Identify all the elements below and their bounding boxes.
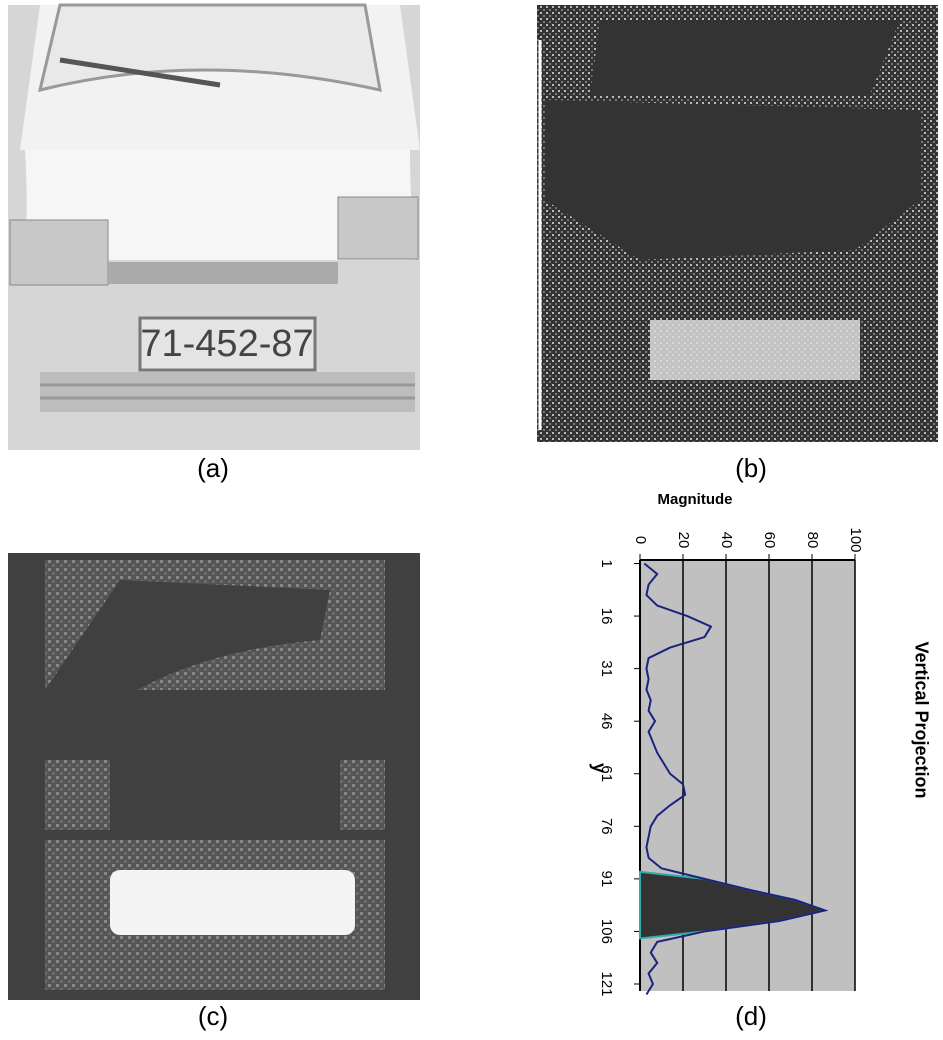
x-tick-label: 106 xyxy=(598,919,615,944)
y-tick-label: 0 xyxy=(632,536,649,544)
plate-text: 71-452-87 xyxy=(140,323,313,365)
y-tick-label: 80 xyxy=(804,532,821,549)
x-tick-label: 31 xyxy=(598,660,615,677)
axis-title: y xyxy=(589,763,609,773)
photo-c xyxy=(8,553,420,1000)
photo-b xyxy=(537,5,938,442)
y-tick-label: 40 xyxy=(718,532,735,549)
caption: (d) xyxy=(735,1001,767,1031)
x-tick-label: 46 xyxy=(598,713,615,730)
caption: (c) xyxy=(198,1001,228,1031)
x-tick-label: 76 xyxy=(598,818,615,835)
caption: (a) xyxy=(197,453,229,483)
caption: (b) xyxy=(735,453,767,483)
y-tick-label: 60 xyxy=(761,532,778,549)
figure: 71-452-87 (a) (b) (c) (d) 0 20 40 60 80 100 1 1… xyxy=(0,0,943,1035)
x-tick-label: 16 xyxy=(598,608,615,625)
x-tick-label: 121 xyxy=(598,971,615,996)
x-tick-label: 1 xyxy=(598,559,615,567)
y-tick-label: 100 xyxy=(847,527,864,552)
axis-title: Magnitude xyxy=(658,491,733,508)
x-tick-label: 91 xyxy=(598,871,615,888)
y-tick-label: 20 xyxy=(675,532,692,549)
photo-a: 71-452-87 xyxy=(8,5,420,450)
chart-title: Vertical Projection xyxy=(911,641,931,798)
